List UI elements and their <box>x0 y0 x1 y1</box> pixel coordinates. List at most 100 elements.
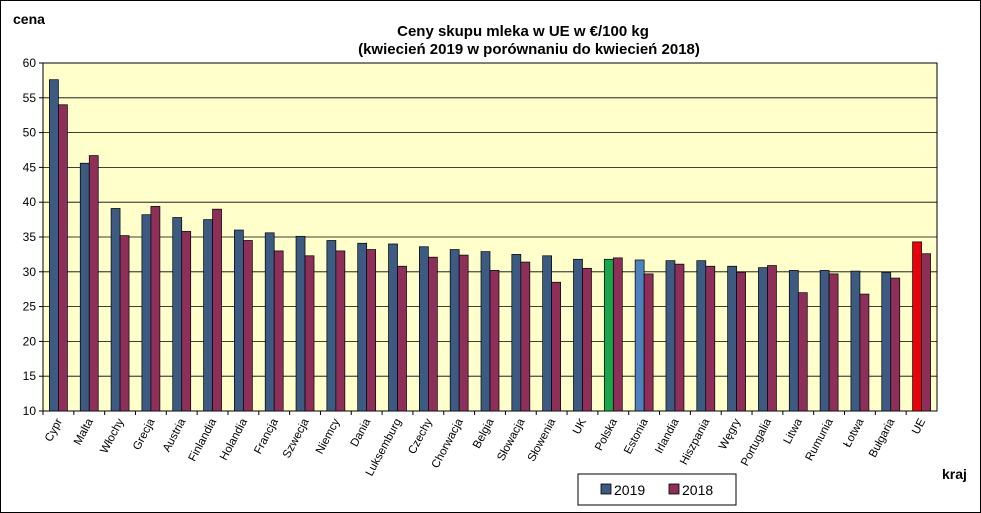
x-tick-label: Dania <box>349 416 374 449</box>
y-tick-label: 35 <box>23 230 37 244</box>
y-tick-label: 10 <box>23 404 37 418</box>
bar-2018-Słowacja <box>520 261 531 412</box>
x-tick-label: UK <box>571 416 589 436</box>
bar-2019-Belgia <box>480 251 491 412</box>
bar-2019-Chorwacja <box>449 249 460 412</box>
bar-2019-Słowenia <box>542 255 553 412</box>
bar-2018-Czechy <box>427 256 438 412</box>
x-tick-label: Malta <box>72 416 96 447</box>
bar-2019-Polska <box>603 258 614 412</box>
bar-2019-Holandia <box>234 229 244 412</box>
bar-2019-Litwa <box>788 270 799 412</box>
bar-2019-Estonia <box>634 259 645 412</box>
x-tick-label: Austria <box>161 416 189 454</box>
bar-2019-Irlandia <box>665 260 676 412</box>
x-tick-label: Hiszpania <box>678 416 713 467</box>
bar-2018-Holandia <box>243 240 253 412</box>
legend-label-2019: 2019 <box>614 482 645 498</box>
bar-2019-Grecja <box>141 214 152 412</box>
x-tick-label: Polska <box>593 416 620 453</box>
bar-2019-Austria <box>172 217 183 412</box>
bar-2019-Francja <box>264 232 275 412</box>
bar-2018-Francja <box>273 250 284 412</box>
bar-2018-Słowenia <box>551 281 562 412</box>
x-tick-label: Niemcy <box>314 417 343 457</box>
x-tick-label: UE <box>910 416 928 436</box>
x-tick-label: Finlandia <box>187 416 220 463</box>
x-tick-label: Węgry <box>717 417 743 452</box>
bar-2018-Portugalia <box>767 265 777 412</box>
bar-2018-Polska <box>612 257 623 412</box>
x-tick-label: Łotwa <box>842 416 867 449</box>
x-tick-label: Słowacja <box>495 416 527 463</box>
chart-title-line2: (kwiecień 2019 w porównaniu do kwiecień … <box>358 41 700 58</box>
bar-2019-Hiszpania <box>696 260 707 412</box>
bar-2019-Rumunia <box>819 270 830 412</box>
bar-2018-Litwa <box>797 292 808 412</box>
x-tick-label: Irlandia <box>653 416 682 455</box>
bar-2019-Bułgaria <box>881 272 892 412</box>
y-axis-label: cena <box>13 11 45 27</box>
x-axis-label: kraj <box>942 466 967 482</box>
x-tick-label: Holandia <box>218 416 250 462</box>
bar-2018-Austria <box>181 231 192 412</box>
bar-2019-Portugalia <box>758 267 768 412</box>
bar-2018-Cypr <box>58 104 68 412</box>
legend-swatch-2018 <box>668 483 680 495</box>
bars <box>49 79 931 412</box>
bar-2018-Niemcy <box>335 250 346 412</box>
x-tick-label: Francja <box>252 416 281 456</box>
x-tick-label: Litwa <box>782 416 805 446</box>
bar-2019-Czechy <box>418 246 429 412</box>
bar-2018-Hiszpania <box>705 265 716 412</box>
chart-title-line1: Ceny skupu mleka w UE w €/100 kg <box>397 23 649 40</box>
x-tick-label: Grecja <box>131 416 158 452</box>
y-tick-label: 45 <box>23 160 37 174</box>
bar-2018-UE <box>921 253 931 412</box>
bar-2018-Węgry <box>736 272 746 412</box>
bar-2019-Węgry <box>727 265 737 412</box>
x-tick-label: Bułgaria <box>867 416 898 459</box>
bar-2018-Irlandia <box>674 263 685 412</box>
bar-2018-Łotwa <box>859 293 870 412</box>
bar-2019-Szwecja <box>295 235 306 412</box>
x-tick-label: Cypr <box>43 417 65 444</box>
legend: 2019 2018 <box>577 473 737 506</box>
x-tick-label: Słowenia <box>526 416 559 463</box>
bar-2019-Włochy <box>110 208 121 412</box>
x-tick-label: Szwecja <box>281 416 312 460</box>
x-tick-label: Belgia <box>471 416 497 450</box>
y-tick-label: 55 <box>23 91 37 105</box>
x-tick-label: Włochy <box>98 417 126 456</box>
bar-2018-Bułgaria <box>890 277 901 412</box>
bar-2019-Cypr <box>49 79 59 412</box>
bar-2019-UK <box>573 258 583 412</box>
y-tick-label: 25 <box>23 300 37 314</box>
bar-2019-Luksemburg <box>388 243 398 412</box>
bar-2019-UE <box>912 241 922 412</box>
bar-2018-Malta <box>88 155 99 412</box>
bar-2019-Dania <box>357 242 368 412</box>
x-tick-label: Czechy <box>406 417 435 457</box>
bar-2018-Rumunia <box>828 273 839 412</box>
y-tick-label: 60 <box>23 56 37 70</box>
bar-2019-Łotwa <box>850 270 861 412</box>
bar-2018-Włochy <box>119 235 130 412</box>
bar-2018-Grecja <box>150 206 161 412</box>
legend-swatch-2019 <box>600 483 612 495</box>
bar-2019-Finlandia <box>203 219 213 412</box>
bar-2018-Szwecja <box>304 255 315 412</box>
bar-2019-Słowacja <box>511 254 522 412</box>
y-tick-label: 40 <box>23 195 37 209</box>
bar-2018-Finlandia <box>212 208 222 412</box>
bar-2018-UK <box>582 267 592 412</box>
y-tick-label: 30 <box>23 265 37 279</box>
bar-2019-Niemcy <box>326 240 337 412</box>
bar-2018-Luksemburg <box>397 265 407 412</box>
y-tick-label: 15 <box>23 369 37 383</box>
bar-2018-Dania <box>366 249 377 412</box>
x-tick-label: Chorwacja <box>430 416 466 470</box>
bar-2018-Estonia <box>643 273 654 412</box>
bar-2018-Belgia <box>489 270 500 412</box>
